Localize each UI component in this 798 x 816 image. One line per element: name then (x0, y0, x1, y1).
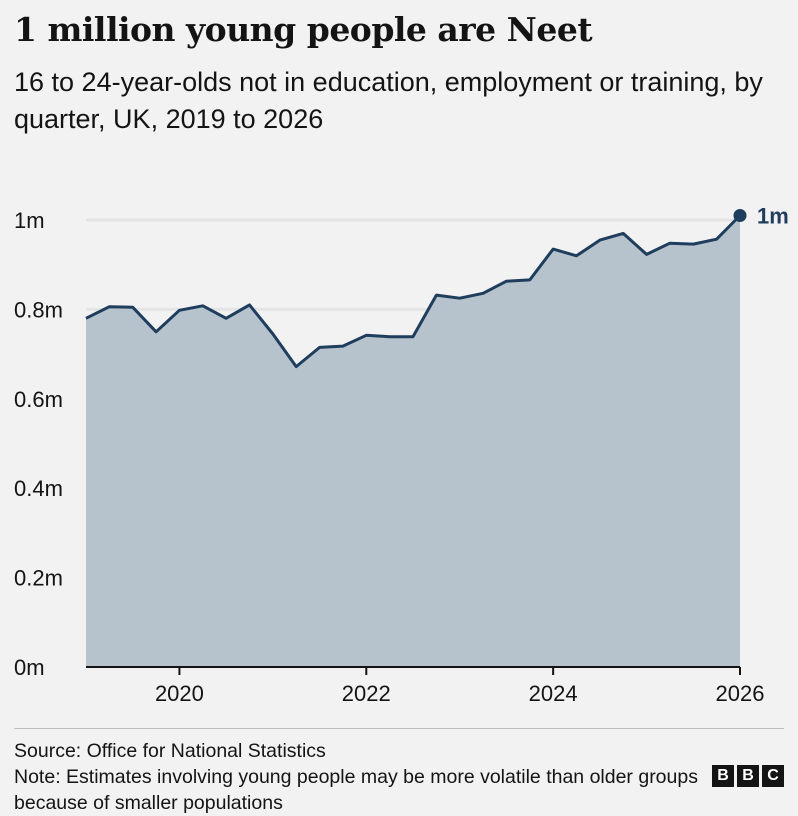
chart-subtitle: 16 to 24-year-olds not in education, emp… (14, 67, 763, 134)
y-tick-label: 0.2m (14, 566, 63, 591)
x-tick-label: 2020 (155, 681, 204, 706)
source-text: Source: Office for National Statistics (14, 740, 326, 762)
logo-letter: B (712, 765, 734, 787)
end-point-marker (733, 209, 747, 223)
y-tick-label: 0m (14, 655, 45, 680)
end-point-label: 1m (757, 204, 789, 229)
series-area (86, 215, 740, 667)
x-tick-label: 2024 (529, 681, 578, 706)
x-tick-label: 2022 (342, 681, 391, 706)
series-line (85, 214, 742, 369)
footer-divider (14, 728, 784, 729)
logo-letter: C (762, 765, 784, 787)
chart: 0m 0.2m 0.4m 0.6m 0.8m 1m 2020 2022 2024 2026 1m (14, 204, 789, 706)
chart-title: 1 million young people are Neet (14, 10, 593, 49)
footer: Source: Office for National Statistics N… (14, 738, 704, 816)
y-tick-label: 0.6m (14, 387, 63, 412)
note-text: Note: Estimates involving young people m… (14, 766, 698, 814)
y-tick-label: 0.4m (14, 476, 63, 501)
logo-letter: B (737, 765, 759, 787)
y-tick-label: 1m (14, 208, 45, 233)
y-tick-label: 0.8m (14, 297, 63, 322)
bbc-logo: B B C (712, 765, 784, 787)
x-tick-label: 2026 (716, 681, 765, 706)
